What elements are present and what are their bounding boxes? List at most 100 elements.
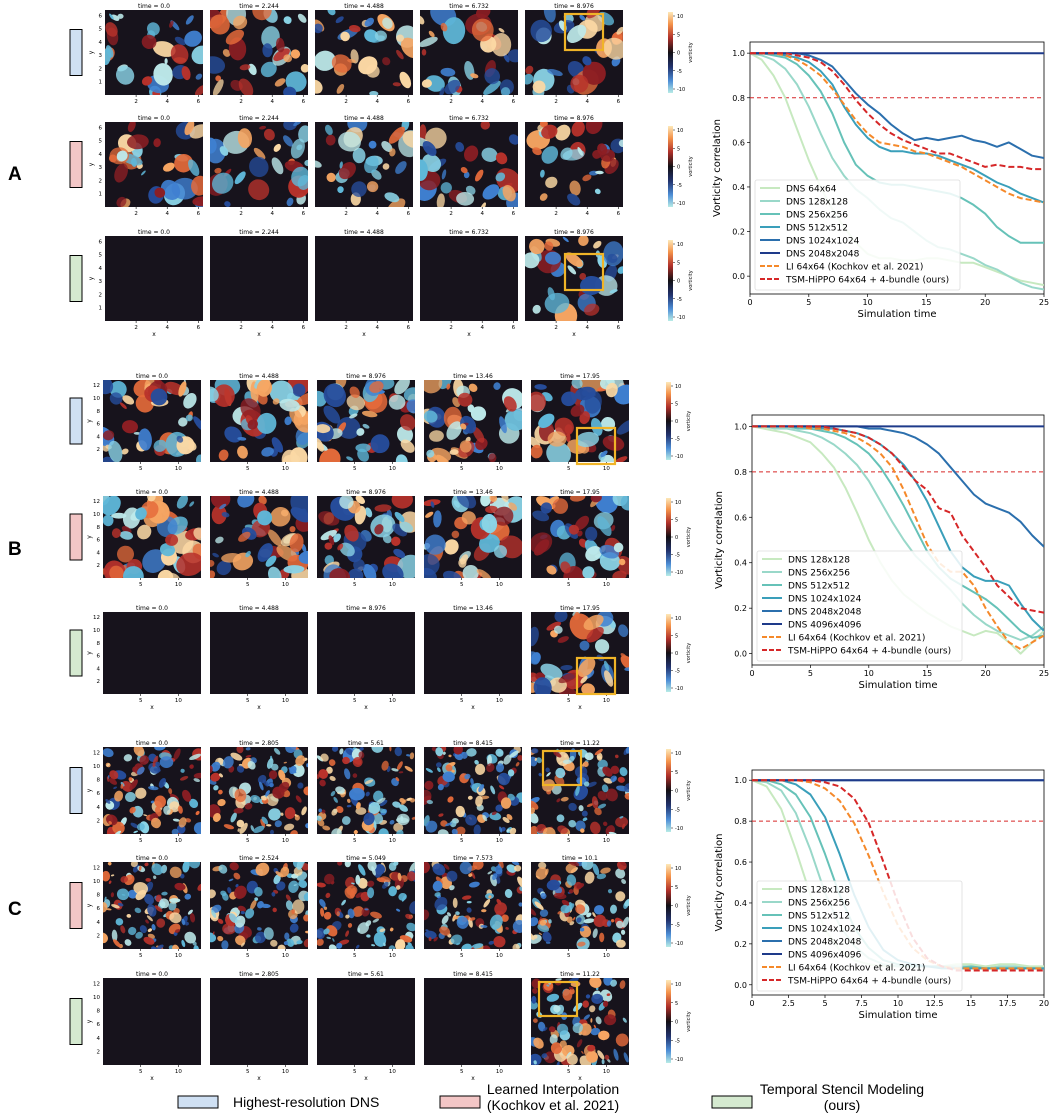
x-axis-label: Simulation time	[858, 1010, 937, 1021]
map-xtick: 5	[139, 1069, 143, 1075]
legend-label: DNS 128x128	[788, 556, 850, 566]
colorbar-label: vorticity	[686, 780, 692, 801]
map-xtick: 10	[603, 466, 610, 472]
map-xtick: 6	[197, 325, 201, 331]
method-swatch	[69, 998, 83, 1045]
map-xtick: 4	[165, 325, 169, 331]
colorbar-tick: 5	[675, 402, 678, 408]
map-xtick: 10	[496, 1069, 503, 1075]
vorticity-map: time = 8.415 5 10 x	[424, 971, 522, 1082]
x-tick-label: 10	[863, 298, 873, 307]
map-ylabel: y	[88, 162, 95, 166]
highlight-box	[563, 12, 605, 52]
vorticity-map: time = 13.46 5 10	[424, 489, 522, 588]
method-swatch	[69, 629, 83, 677]
colorbar-tick: 10	[675, 982, 681, 988]
map-time-label: time = 10.1	[562, 855, 598, 862]
colorbar: 10 5 0 -5 -10 vorticity	[666, 749, 692, 832]
map-ytick: 8	[97, 893, 101, 899]
method-swatch	[69, 767, 83, 814]
x-tick-label: 20	[980, 298, 990, 307]
map-time-label: time = 8.976	[554, 3, 594, 10]
x-tick-label: 17.5	[999, 999, 1017, 1008]
legend-label: DNS 256x256	[788, 569, 850, 579]
map-xtick: 5	[567, 698, 571, 704]
map-ytick: 4	[97, 1036, 101, 1042]
vorticity-map: time = 8.976 2 4 6 x	[525, 229, 623, 338]
map-time-label: time = 13.46	[453, 373, 493, 380]
colorbar: 10 5 0 -5 -10 vorticity	[666, 614, 692, 692]
colorbar-tick: -5	[675, 922, 680, 928]
map-ytick: 6	[97, 906, 101, 912]
map-xtick: 2	[554, 325, 558, 331]
map-xtick: 5	[567, 953, 571, 959]
y-tick-label: 1.0	[734, 422, 747, 431]
vorticity-map: time = 0.0 5 10 x 2 4 6 8 10 12 y	[86, 605, 201, 711]
y-tick-label: 0.8	[732, 94, 745, 103]
vorticity-map: time = 13.46 5 10	[424, 373, 522, 472]
map-xtick: 6	[302, 325, 306, 331]
map-xtick: 4	[480, 211, 484, 217]
vorticity-map: time = 17.95 5 10	[531, 373, 629, 472]
colorbar-tick: 0	[675, 904, 678, 910]
y-axis-label: Vorticity correlation	[714, 491, 725, 589]
method-legend-label: Learned Interpolation	[487, 1081, 619, 1097]
legend-label: DNS 2048x2048	[788, 938, 862, 948]
map-xtick: 4	[585, 99, 589, 105]
y-tick-label: 0.2	[734, 604, 747, 613]
map-xlabel: x	[578, 704, 582, 711]
vorticity-map: time = 10.1 5 10	[531, 855, 629, 959]
x-tick-label: 5	[806, 298, 811, 307]
map-time-label: time = 5.61	[348, 971, 384, 978]
colorbar: 10 5 0 -5 -10 vorticity	[668, 240, 694, 321]
x-tick-label: 5	[808, 669, 813, 678]
map-xtick: 6	[407, 99, 411, 105]
map-time-label: time = 0.0	[136, 373, 168, 380]
map-xtick: 10	[389, 466, 396, 472]
map-xtick: 5	[460, 466, 464, 472]
map-xtick: 6	[512, 211, 516, 217]
map-time-label: time = 4.488	[344, 115, 384, 122]
method-legend-swatch	[711, 1095, 753, 1109]
map-time-label: time = 7.573	[453, 855, 493, 862]
map-time-label: time = 4.488	[344, 3, 384, 10]
map-xtick: 10	[496, 838, 503, 844]
vorticity-map: time = 8.976 5 10	[317, 373, 415, 472]
map-xlabel: x	[471, 704, 475, 711]
map-xlabel: x	[578, 1075, 582, 1082]
map-xlabel: x	[257, 704, 261, 711]
colorbar-tick: -10	[677, 87, 685, 93]
colorbar-tick: 0	[675, 535, 678, 541]
map-xtick: 6	[617, 325, 621, 331]
map-time-label: time = 2.244	[239, 115, 279, 122]
map-time-label: time = 8.976	[554, 229, 594, 236]
series-line	[752, 425, 1044, 614]
highlight-box	[575, 656, 617, 696]
legend-label: TSM-HiPPO 64x64 + 4-bundle (ours)	[787, 977, 951, 987]
colorbar-tick: -10	[675, 686, 683, 692]
map-time-label: time = 6.732	[449, 115, 489, 122]
colorbar-tick: 0	[675, 419, 678, 425]
x-tick-label: 12.5	[926, 999, 944, 1008]
legend-label: LI 64x64 (Kochkov et al. 2021)	[788, 964, 925, 974]
map-time-label: time = 2.244	[239, 3, 279, 10]
map-ytick: 4	[97, 805, 101, 811]
map-xtick: 10	[175, 466, 182, 472]
colorbar-tick: -5	[675, 437, 680, 443]
method-legend: Highest-resolution DNS Learned Interpolat…	[177, 1081, 924, 1113]
map-xtick: 2	[239, 211, 243, 217]
map-ylabel: y	[86, 1019, 93, 1023]
correlation-chart-c: 0 2.5 5 7.5 10 12.5 15 17.5 20 0.0 0.2 0.4 0.6 0.8 1.0…	[714, 769, 1049, 1021]
colorbar-tick: 5	[675, 634, 678, 640]
map-xtick: 10	[603, 838, 610, 844]
map-ytick: 2	[99, 292, 103, 298]
map-xtick: 10	[282, 1069, 289, 1075]
method-swatch	[69, 255, 83, 302]
vorticity-map: time = 7.573 5 10	[424, 855, 522, 959]
colorbar-tick: 5	[675, 1001, 678, 1007]
colorbar-tick: -10	[677, 315, 685, 321]
map-xtick: 5	[567, 1069, 571, 1075]
vorticity-map: time = 8.976 5 10	[317, 489, 415, 588]
map-ytick: 4	[97, 434, 101, 440]
